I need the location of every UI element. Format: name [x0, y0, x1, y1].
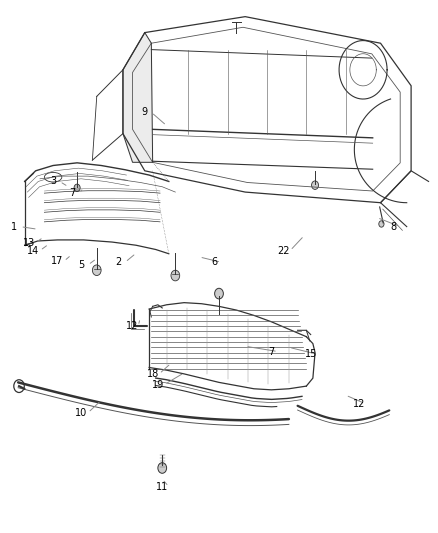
Text: 10: 10: [75, 408, 88, 418]
Text: 12: 12: [353, 399, 365, 409]
Circle shape: [215, 288, 223, 299]
Text: 3: 3: [50, 176, 56, 187]
Text: 12: 12: [126, 321, 138, 331]
Text: 19: 19: [152, 379, 164, 390]
Circle shape: [311, 181, 318, 189]
Circle shape: [379, 221, 384, 227]
Text: 8: 8: [391, 222, 397, 232]
Text: 13: 13: [23, 238, 35, 247]
Text: 7: 7: [70, 188, 76, 198]
Text: 9: 9: [142, 107, 148, 117]
Text: 5: 5: [78, 260, 85, 270]
Text: 2: 2: [116, 257, 122, 267]
Polygon shape: [123, 33, 152, 163]
Text: 15: 15: [304, 349, 317, 359]
Text: 14: 14: [27, 246, 39, 255]
Text: 18: 18: [146, 369, 159, 379]
Text: 7: 7: [268, 346, 275, 357]
Circle shape: [92, 265, 101, 276]
Circle shape: [158, 463, 166, 473]
Text: 22: 22: [277, 246, 290, 255]
Circle shape: [171, 270, 180, 281]
Circle shape: [74, 184, 80, 191]
Text: 11: 11: [156, 482, 168, 491]
Text: 17: 17: [51, 256, 64, 266]
Text: 1: 1: [11, 222, 17, 232]
Text: 6: 6: [212, 257, 218, 267]
